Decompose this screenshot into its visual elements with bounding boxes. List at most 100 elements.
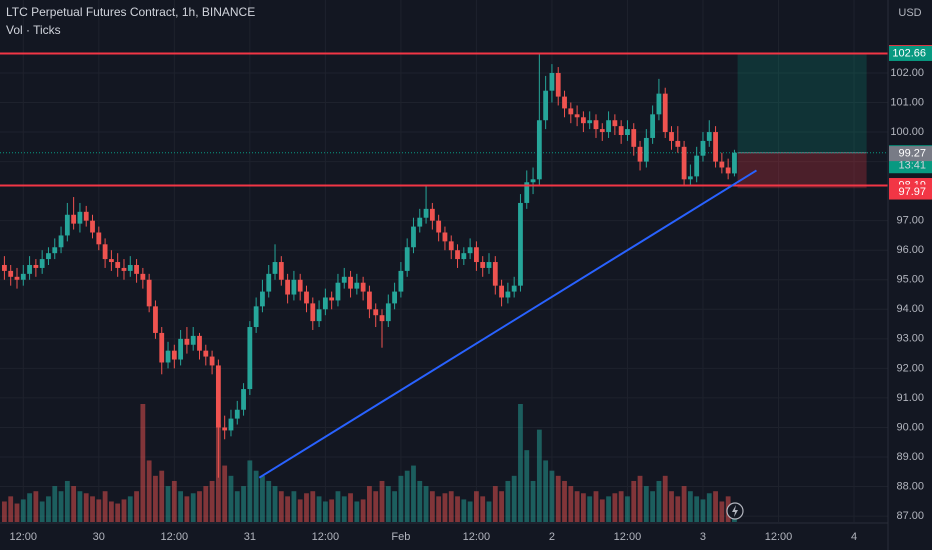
candle-body — [165, 350, 171, 363]
x-tick-label: 12:00 — [161, 531, 189, 543]
candle-body — [108, 259, 114, 263]
volume-bar — [278, 491, 284, 522]
volume-bar — [536, 429, 542, 522]
volume-bar — [228, 475, 234, 522]
y-tick-label: 94.00 — [896, 303, 924, 315]
candle-body — [140, 273, 146, 280]
candle-body — [455, 250, 460, 260]
candle-body — [253, 306, 259, 328]
volume-bar — [102, 491, 108, 522]
candle-body — [203, 350, 209, 357]
volume-bar — [568, 486, 574, 522]
volume-bar — [593, 491, 599, 522]
candle-body — [700, 140, 706, 156]
candle-body — [474, 247, 479, 263]
candle-body — [549, 72, 555, 91]
volume-bar — [121, 499, 127, 522]
volume-bar — [442, 493, 448, 522]
volume-bar — [146, 460, 152, 522]
candle-body — [543, 90, 549, 121]
volume-bar — [20, 499, 26, 522]
alert-icon[interactable] — [726, 502, 744, 520]
candle-body — [423, 208, 429, 218]
volume-bar — [606, 496, 611, 522]
candle-body — [228, 418, 234, 431]
volume-bar — [322, 501, 328, 522]
volume-bar — [694, 496, 700, 522]
candle-body — [379, 315, 385, 322]
volume-bar — [266, 480, 272, 522]
candle-body — [291, 279, 297, 295]
volume-bar — [373, 491, 379, 522]
candle-body — [392, 291, 397, 304]
target-zone — [737, 53, 867, 153]
volume-bar — [134, 491, 139, 522]
volume-bar — [492, 486, 498, 522]
candle-body — [536, 120, 542, 180]
volume-bar — [329, 499, 335, 522]
volume-bar — [367, 486, 372, 522]
candle-body — [398, 270, 404, 292]
volume-bar — [354, 501, 360, 522]
candle-body — [467, 247, 473, 254]
candle-body — [461, 253, 467, 260]
volume-bar — [96, 499, 102, 522]
y-tick-label: 96.00 — [896, 244, 924, 256]
x-tick-label: 12:00 — [10, 531, 38, 543]
candle-body — [367, 291, 372, 310]
y-tick-label: 87.00 — [896, 510, 924, 522]
volume-bar — [612, 493, 618, 522]
candle-body — [33, 264, 39, 268]
volume-bar — [713, 491, 718, 522]
candle-body — [669, 132, 674, 141]
volume-bar — [241, 486, 246, 522]
candle-body — [285, 279, 291, 295]
y-tick-label: 91.00 — [896, 392, 924, 404]
volume-bar — [360, 499, 366, 522]
volume-bar — [71, 486, 77, 522]
volume-bar — [429, 491, 435, 522]
candle-body — [574, 114, 580, 118]
volume-bar — [115, 503, 121, 522]
candle-body — [436, 220, 442, 233]
volume-bar — [310, 491, 316, 522]
candle-body — [234, 409, 240, 419]
volume-bar — [436, 496, 442, 522]
volume-bar — [297, 499, 303, 522]
volume-bar — [184, 496, 190, 522]
candle-body — [310, 303, 316, 322]
candle-body — [153, 306, 158, 333]
candle-body — [71, 214, 77, 224]
candle-body — [27, 264, 32, 274]
volume-bar — [348, 493, 353, 522]
candle-body — [417, 217, 423, 227]
candle-body — [190, 335, 196, 345]
volume-bar — [27, 493, 32, 522]
volume-bar — [637, 475, 643, 522]
candle-body — [662, 93, 668, 133]
candle-body — [222, 427, 228, 431]
volume-bar — [392, 491, 397, 522]
candle-body — [411, 226, 416, 248]
candle-body — [706, 132, 712, 141]
candle-body — [511, 285, 517, 292]
candle-body — [178, 338, 184, 360]
volume-bar — [127, 496, 133, 522]
candle-body — [480, 262, 486, 268]
candle-body — [656, 93, 662, 115]
candle-body — [694, 155, 700, 177]
y-tick-label: 95.00 — [896, 274, 924, 286]
y-tick-label: 88.00 — [896, 480, 924, 492]
candle-body — [675, 140, 681, 147]
volume-bar — [159, 470, 165, 522]
volume-bar — [580, 493, 586, 522]
y-tick-label: 101.00 — [890, 96, 924, 108]
y-tick-label: 97.00 — [896, 215, 924, 227]
candle-body — [518, 202, 523, 286]
candle-body — [241, 389, 246, 410]
candle-body — [505, 291, 511, 298]
price-label: 97.97 — [898, 186, 926, 198]
volume-bar — [530, 480, 536, 522]
candle-body — [429, 208, 435, 221]
x-tick-label: 3 — [700, 531, 706, 543]
